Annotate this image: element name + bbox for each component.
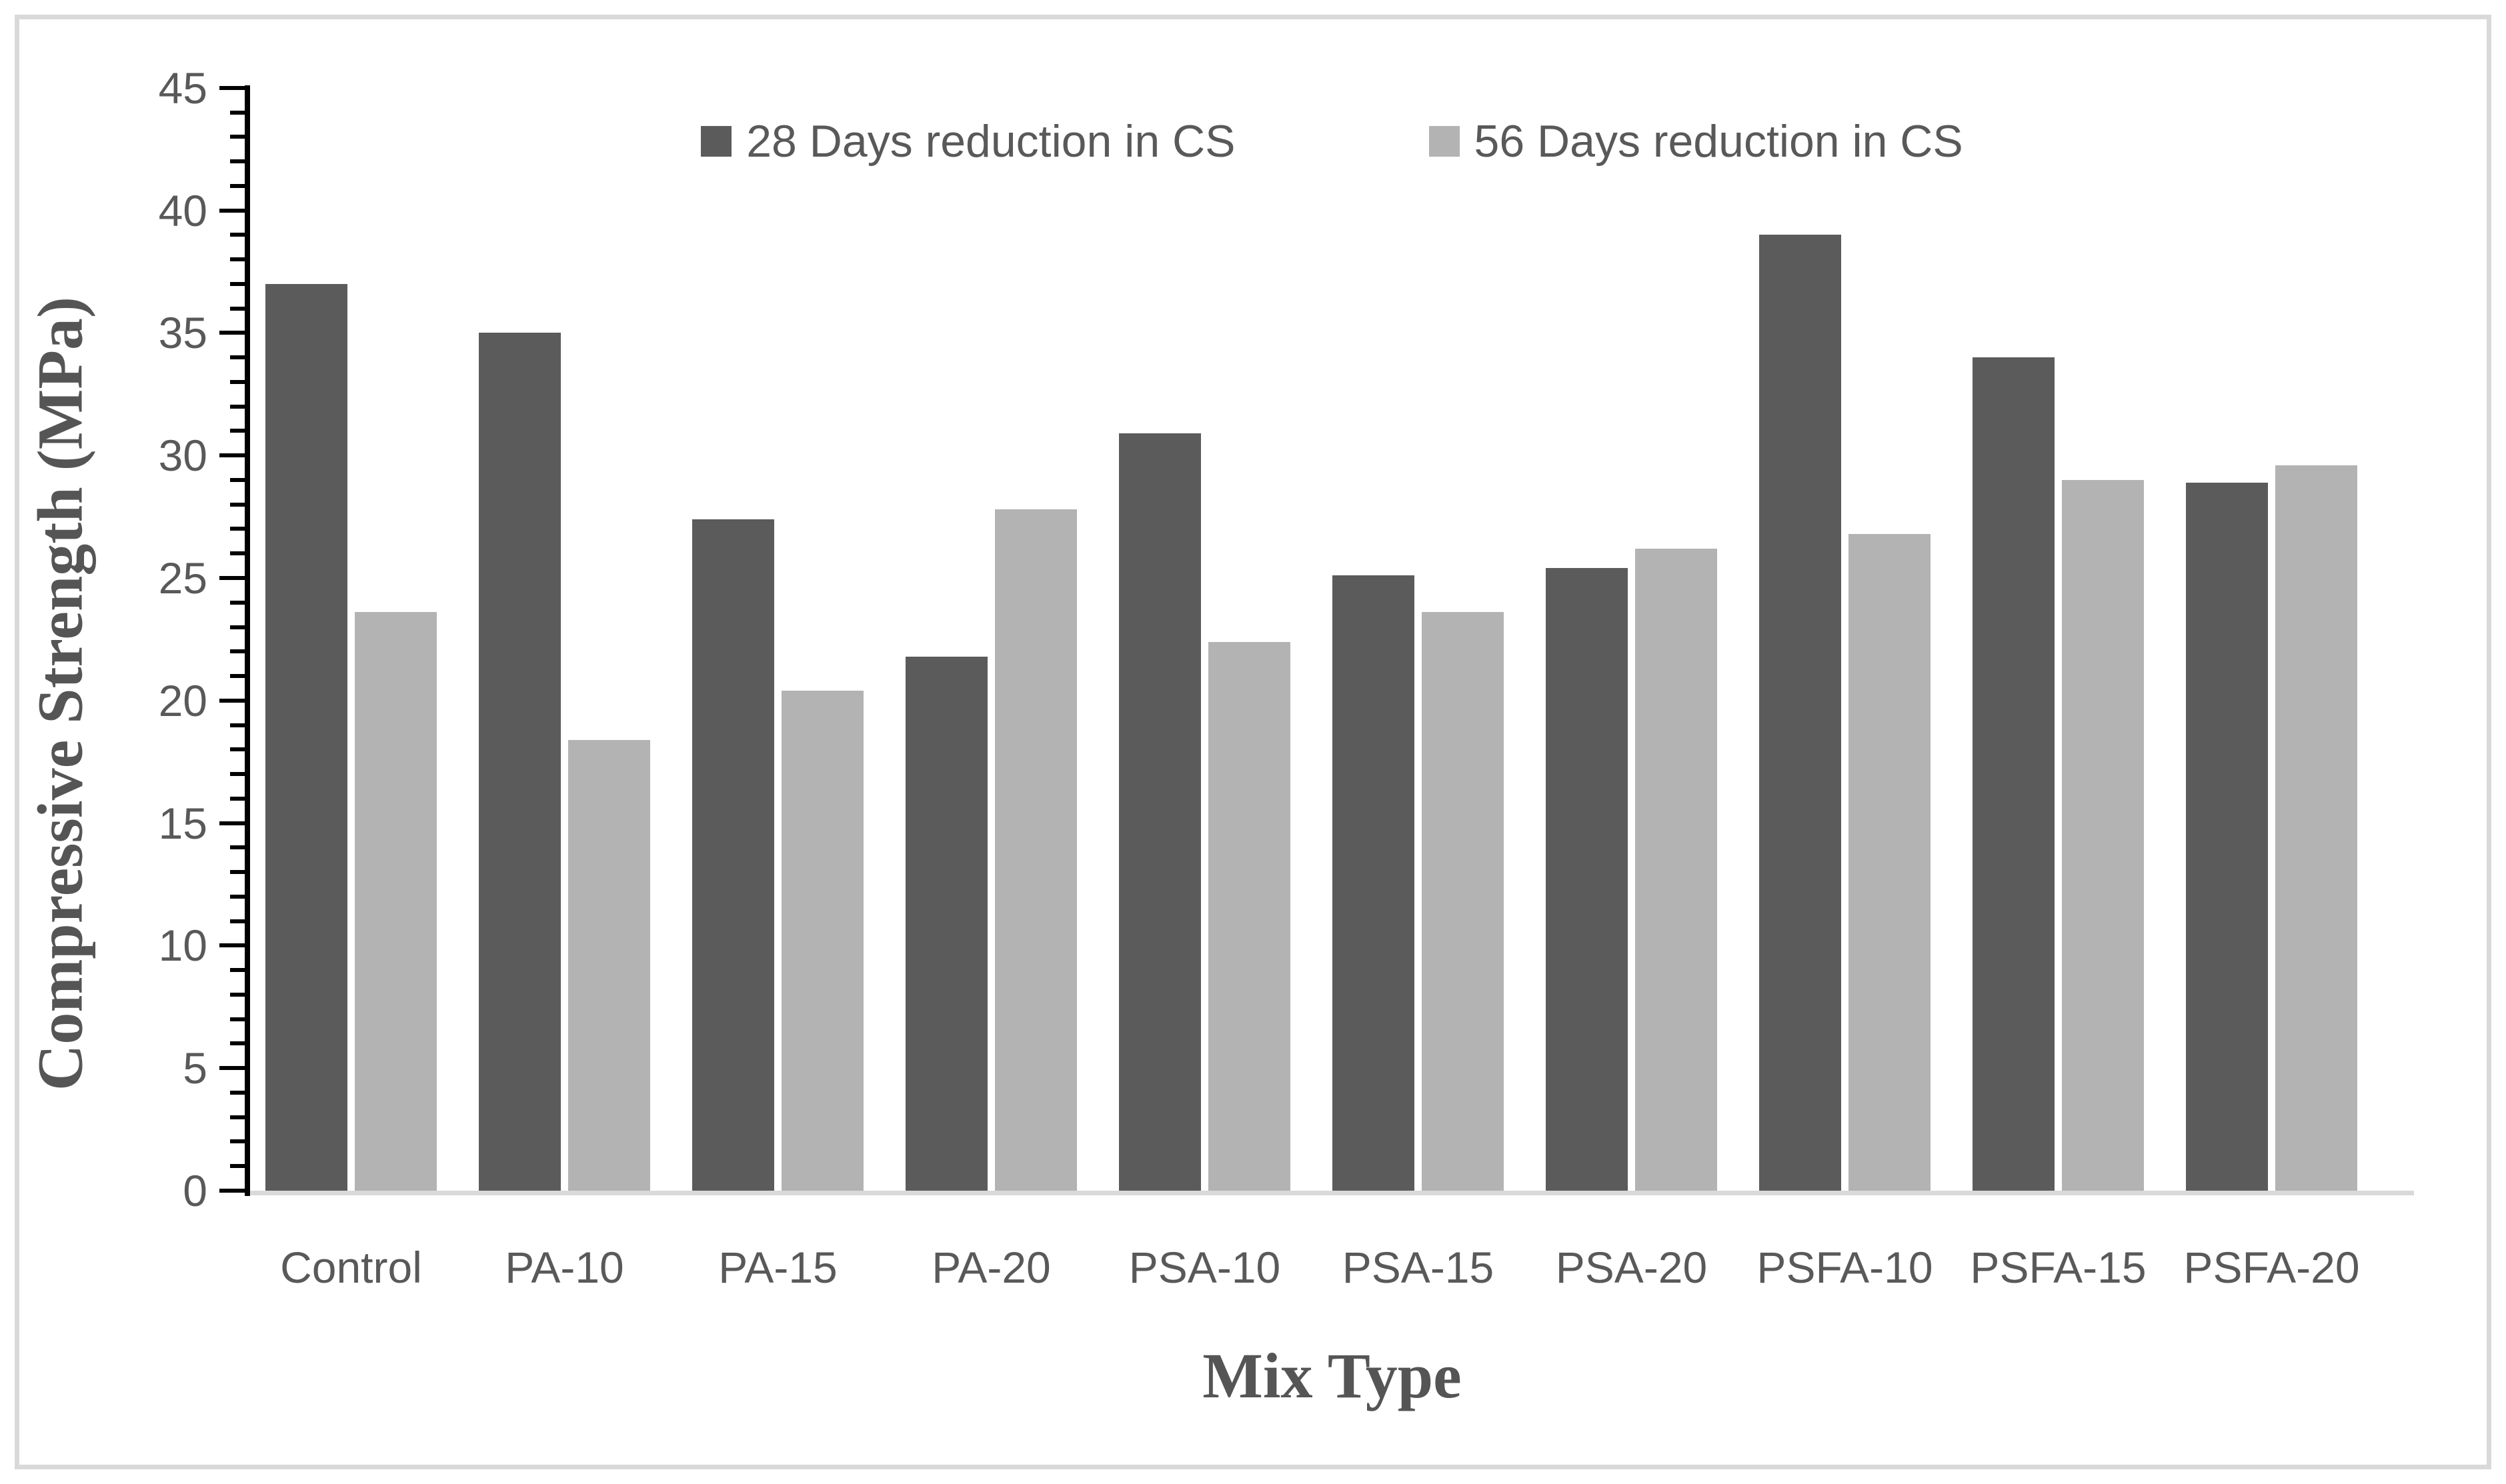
bar-28d-Control bbox=[265, 283, 347, 1191]
y-major-tick bbox=[219, 208, 245, 213]
y-minor-tick bbox=[230, 502, 245, 507]
y-minor-tick bbox=[230, 625, 245, 629]
bar-28d-PA-10 bbox=[479, 333, 561, 1191]
y-minor-tick bbox=[230, 870, 245, 875]
legend-label-56-days: 56 Days reduction in CS bbox=[1474, 116, 1963, 167]
bar-56d-Control bbox=[355, 612, 437, 1191]
y-minor-tick bbox=[230, 281, 245, 286]
y-minor-tick bbox=[230, 306, 245, 311]
x-axis-title: Mix Type bbox=[1202, 1340, 1462, 1411]
bar-28d-PSFA-20 bbox=[2186, 482, 2268, 1191]
y-minor-tick bbox=[230, 772, 245, 777]
bar-28d-PSA-10 bbox=[1119, 433, 1201, 1191]
y-minor-tick bbox=[230, 600, 245, 605]
y-minor-tick bbox=[230, 355, 245, 360]
y-minor-tick bbox=[230, 404, 245, 409]
bar-28d-PSFA-10 bbox=[1759, 235, 1841, 1191]
bar-56d-PA-15 bbox=[782, 691, 864, 1191]
y-major-tick bbox=[219, 1066, 245, 1071]
y-minor-tick bbox=[230, 919, 245, 923]
y-minor-tick bbox=[230, 159, 245, 164]
y-major-tick bbox=[219, 331, 245, 335]
y-minor-tick bbox=[230, 477, 245, 482]
bar-56d-PSFA-15 bbox=[2062, 479, 2144, 1191]
bar-28d-PSA-20 bbox=[1546, 568, 1628, 1191]
y-tick-label: 30 bbox=[158, 431, 207, 481]
x-tick-label: Control bbox=[280, 1243, 422, 1292]
x-tick-label: PSA-20 bbox=[1555, 1243, 1708, 1292]
legend-marker-28-days-icon bbox=[701, 126, 732, 157]
y-minor-tick bbox=[230, 992, 245, 997]
y-minor-tick bbox=[230, 1090, 245, 1095]
y-minor-tick bbox=[230, 796, 245, 801]
y-tick-label: 40 bbox=[158, 185, 207, 235]
y-tick-label: 0 bbox=[183, 1166, 207, 1215]
x-tick-label: PA-20 bbox=[932, 1243, 1051, 1292]
y-minor-tick bbox=[230, 894, 245, 899]
y-tick-label: 35 bbox=[158, 308, 207, 358]
y-tick-label: 25 bbox=[158, 553, 207, 603]
y-minor-tick bbox=[230, 527, 245, 531]
bar-56d-PSFA-10 bbox=[1848, 533, 1931, 1191]
y-major-tick bbox=[219, 1189, 245, 1193]
x-tick-label: PSA-10 bbox=[1128, 1243, 1281, 1292]
x-tick-label: PSFA-10 bbox=[1756, 1243, 1933, 1292]
bar-56d-PA-20 bbox=[995, 509, 1077, 1191]
bar-56d-PSA-20 bbox=[1635, 548, 1717, 1191]
x-tick-label: PA-15 bbox=[718, 1243, 838, 1292]
x-tick-label: PA-10 bbox=[505, 1243, 624, 1292]
y-minor-tick bbox=[230, 429, 245, 433]
legend: 28 Days reduction in CS 56 Days reductio… bbox=[250, 119, 2414, 164]
y-tick-label: 10 bbox=[158, 921, 207, 971]
y-tick-label: 45 bbox=[158, 63, 207, 113]
y-axis-title: Compressive Strength (MPa) bbox=[24, 297, 96, 1091]
y-major-tick bbox=[219, 453, 245, 458]
y-minor-tick bbox=[230, 379, 245, 384]
y-major-tick bbox=[219, 821, 245, 825]
y-minor-tick bbox=[230, 183, 245, 188]
legend-marker-56-days-icon bbox=[1428, 126, 1460, 157]
y-minor-tick bbox=[230, 845, 245, 850]
y-minor-tick bbox=[230, 1041, 245, 1046]
y-minor-tick bbox=[230, 1017, 245, 1021]
y-minor-tick bbox=[230, 257, 245, 262]
y-minor-tick bbox=[230, 1139, 245, 1144]
y-major-tick bbox=[219, 943, 245, 948]
y-minor-tick bbox=[230, 233, 245, 237]
y-minor-tick bbox=[230, 747, 245, 752]
y-minor-tick bbox=[230, 723, 245, 727]
y-tick-label: 20 bbox=[158, 675, 207, 725]
x-tick-label: PSFA-20 bbox=[2183, 1243, 2360, 1292]
x-axis-line bbox=[250, 1191, 2414, 1195]
bar-56d-PSFA-20 bbox=[2275, 465, 2357, 1191]
legend-entry-28-days: 28 Days reduction in CS bbox=[701, 116, 1236, 167]
y-minor-tick bbox=[230, 135, 245, 139]
y-minor-tick bbox=[230, 1115, 245, 1119]
legend-entry-56-days: 56 Days reduction in CS bbox=[1428, 116, 1963, 167]
x-tick-label: PSA-15 bbox=[1342, 1243, 1494, 1292]
y-minor-tick bbox=[230, 110, 245, 115]
y-tick-label: 5 bbox=[183, 1043, 207, 1093]
bar-28d-PSA-15 bbox=[1332, 575, 1414, 1191]
y-tick-label: 15 bbox=[158, 798, 207, 848]
y-minor-tick bbox=[230, 968, 245, 973]
x-tick-label: PSFA-15 bbox=[1970, 1243, 2147, 1292]
bar-56d-PSA-10 bbox=[1208, 641, 1290, 1191]
y-minor-tick bbox=[230, 1164, 245, 1169]
bar-28d-PSFA-15 bbox=[1973, 357, 2055, 1191]
y-major-tick bbox=[219, 85, 245, 90]
y-minor-tick bbox=[230, 649, 245, 654]
bar-28d-PA-15 bbox=[692, 519, 774, 1191]
y-minor-tick bbox=[230, 674, 245, 679]
y-major-tick bbox=[219, 698, 245, 703]
legend-label-28-days: 28 Days reduction in CS bbox=[746, 116, 1236, 167]
y-major-tick bbox=[219, 576, 245, 580]
y-axis-line bbox=[245, 85, 250, 1196]
bar-56d-PSA-15 bbox=[1422, 612, 1504, 1191]
bar-28d-PA-20 bbox=[906, 656, 988, 1191]
bar-56d-PA-10 bbox=[568, 739, 650, 1191]
y-minor-tick bbox=[230, 551, 245, 556]
